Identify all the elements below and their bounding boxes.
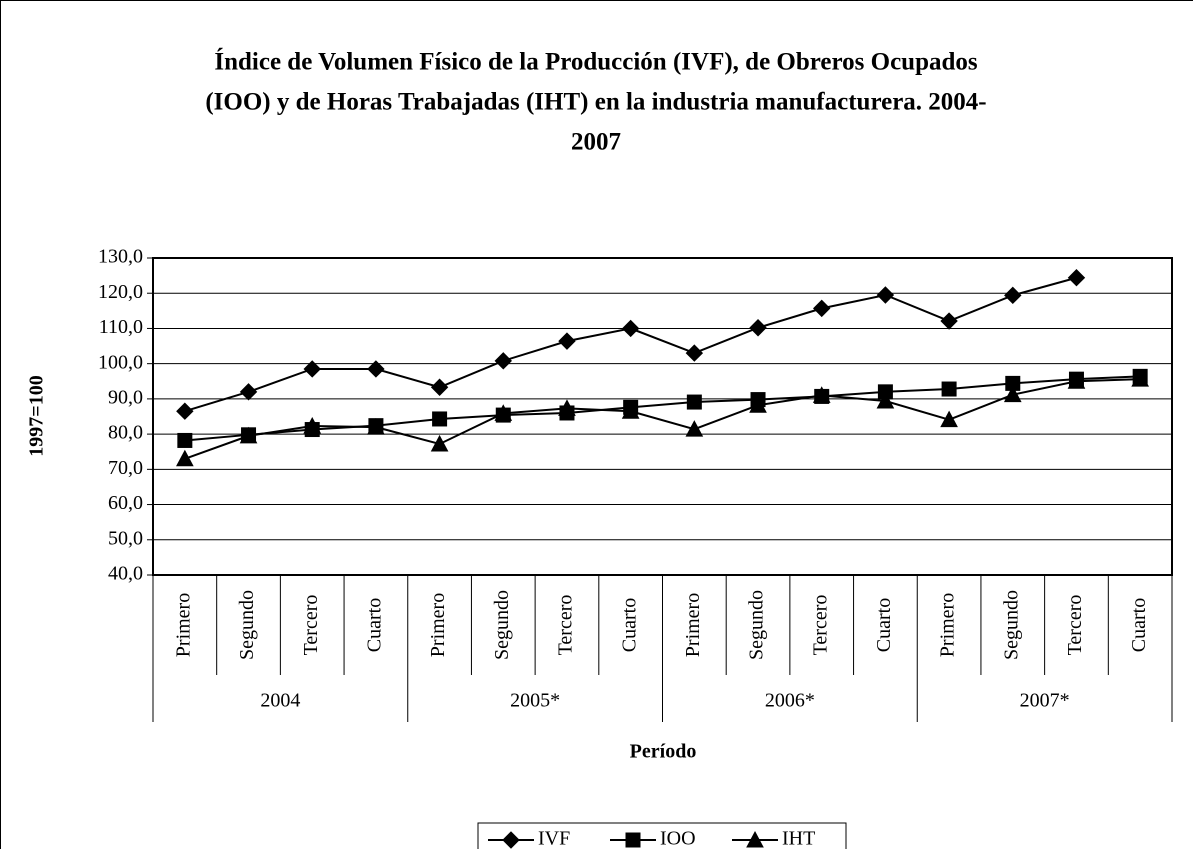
- y-tick-label: 110,0: [99, 316, 143, 338]
- data-point: [558, 332, 576, 350]
- chart-title: (IOO) y de Horas Trabajadas (IHT) en la …: [205, 89, 986, 116]
- y-tick-label: 60,0: [108, 492, 143, 514]
- y-tick-label: 100,0: [98, 351, 143, 373]
- x-tick-label: Tercero: [809, 595, 831, 656]
- x-axis-label: Período: [630, 741, 697, 763]
- x-tick-label: Segundo: [746, 590, 768, 660]
- x-tick-label: Segundo: [236, 590, 258, 660]
- data-point: [876, 391, 895, 409]
- data-point: [812, 386, 831, 403]
- legend: IVF IOO IHT: [477, 822, 847, 849]
- series-line: [184, 378, 1141, 460]
- x-tick-label: Primero: [682, 593, 704, 657]
- legend-box: [477, 822, 847, 849]
- x-tick-label: Tercero: [555, 595, 577, 656]
- data-point: [177, 432, 193, 448]
- data-point: [367, 418, 385, 435]
- data-point: [621, 319, 640, 338]
- y-tick-label: 50,0: [108, 527, 143, 549]
- x-tick-label: Segundo: [1000, 590, 1022, 660]
- x-tick-label: Cuarto: [364, 598, 386, 652]
- x-tick-label: Tercero: [1064, 595, 1086, 656]
- data-point: [1004, 286, 1022, 305]
- year-label: 2006*: [765, 690, 815, 712]
- data-point: [685, 420, 704, 437]
- x-tick-label: Cuarto: [1128, 598, 1150, 652]
- data-point: [621, 402, 640, 419]
- legend-label: IVF: [538, 828, 570, 849]
- data-point: [686, 394, 702, 410]
- data-point: [1003, 385, 1022, 403]
- chart-title: 2007: [571, 129, 621, 156]
- legend-marker: [502, 831, 520, 849]
- data-point: [941, 381, 957, 397]
- data-point: [813, 299, 831, 318]
- data-point: [749, 396, 767, 413]
- x-tick-label: Primero: [427, 593, 449, 657]
- x-tick-label: Primero: [937, 593, 959, 657]
- data-point: [239, 383, 258, 401]
- data-point: [303, 360, 321, 378]
- data-point: [1067, 269, 1086, 287]
- y-axis-label: 1997=100: [26, 375, 48, 456]
- chart-title: Índice de Volumen Físico de la Producció…: [214, 48, 978, 76]
- data-point: [430, 434, 449, 452]
- data-point: [494, 352, 512, 370]
- data-point: [239, 426, 258, 444]
- y-tick-label: 120,0: [98, 281, 143, 303]
- series-line: [184, 375, 1141, 442]
- y-tick-label: 130,0: [98, 246, 143, 268]
- legend-marker: [746, 830, 764, 848]
- y-tick-label: 40,0: [108, 563, 143, 585]
- x-tick-label: Cuarto: [873, 598, 895, 652]
- year-label: 2005*: [510, 690, 560, 712]
- data-point: [1067, 372, 1086, 389]
- y-tick-label: 70,0: [108, 457, 143, 479]
- data-point: [430, 378, 449, 396]
- legend-marker: [625, 832, 641, 848]
- data-point: [1131, 370, 1149, 387]
- data-point: [749, 319, 767, 337]
- x-tick-label: Cuarto: [618, 598, 640, 652]
- data-point: [303, 416, 322, 434]
- data-point: [876, 286, 895, 304]
- data-point: [432, 411, 448, 427]
- data-point: [685, 344, 704, 362]
- year-label: 2004: [260, 690, 300, 712]
- legend-label: IOO: [660, 828, 696, 849]
- data-point: [494, 404, 513, 421]
- data-point: [940, 312, 958, 330]
- data-point: [367, 360, 385, 378]
- data-point: [176, 402, 194, 420]
- data-point: [176, 449, 194, 467]
- x-tick-label: Segundo: [491, 590, 513, 660]
- data-point: [558, 399, 576, 416]
- x-tick-label: Primero: [172, 593, 194, 657]
- y-tick-label: 90,0: [108, 386, 143, 408]
- year-label: 2007*: [1020, 690, 1070, 712]
- legend-label: IHT: [782, 828, 815, 849]
- y-tick-label: 80,0: [108, 422, 143, 444]
- data-point: [940, 410, 958, 428]
- x-tick-label: Tercero: [300, 595, 322, 656]
